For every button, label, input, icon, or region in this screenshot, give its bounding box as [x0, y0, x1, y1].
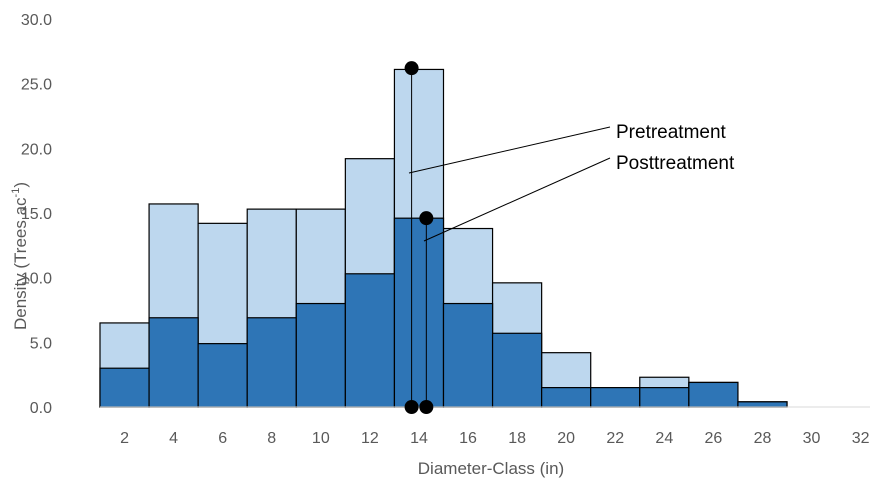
pretreatment-median-leader-line: [408, 126, 611, 174]
pretreatment-median-label: Pretreatment: [616, 122, 727, 143]
pretreatment-median-top-point: [404, 61, 419, 76]
pretreatment-median-base-point: [404, 400, 419, 414]
y-tick-label: 30.0: [21, 12, 52, 29]
x-tick-label: 8: [267, 430, 276, 447]
posttreatment-median-top-point: [419, 211, 434, 226]
posttreatment-bar: [491, 332, 543, 408]
x-tick-label: 26: [704, 430, 722, 447]
posttreatment-bar: [737, 401, 788, 408]
x-tick-label: 30: [803, 430, 821, 447]
x-tick-label: 20: [557, 430, 575, 447]
x-tick-label: 28: [754, 430, 772, 447]
posttreatment-bar: [344, 273, 396, 408]
y-tick-label: 20.0: [21, 141, 52, 158]
x-tick-label: 14: [410, 430, 428, 447]
x-tick-label: 4: [169, 430, 178, 447]
posttreatment-bar: [295, 302, 346, 408]
median-lines: [404, 61, 434, 414]
annotations: Pretreatment Posttreatment: [616, 122, 735, 174]
y-tick-label: 5.0: [30, 335, 52, 352]
posttreatment-median-leader-line: [423, 157, 611, 242]
posttreatment-bars: [99, 217, 788, 408]
y-axis-title-superscript: -1: [10, 188, 22, 198]
y-tick-label: 0.0: [30, 400, 52, 417]
posttreatment-bar: [197, 343, 248, 408]
posttreatment-bar: [393, 217, 445, 408]
x-tick-label: 12: [361, 430, 379, 447]
x-tick-label: 10: [312, 430, 330, 447]
y-tick-label: 15.0: [21, 206, 52, 223]
posttreatment-bar: [442, 302, 494, 408]
posttreatment-bar: [590, 387, 641, 408]
y-tick-label: 25.0: [21, 77, 52, 94]
posttreatment-bar: [541, 387, 592, 408]
x-tick-label: 18: [508, 430, 526, 447]
x-tick-label: 16: [459, 430, 477, 447]
x-tick-labels: 2 4 6 8 10 12 14 16 18 20 22 24 26 28 30 32: [120, 430, 870, 447]
posttreatment-bar: [246, 317, 297, 408]
x-tick-label: 2: [120, 430, 129, 447]
posttreatment-bar: [639, 387, 690, 408]
x-tick-label: 22: [606, 430, 624, 447]
y-tick-label: 10.0: [21, 271, 52, 288]
y-axis-title-close: ): [11, 182, 30, 188]
annotation-leaders: [408, 126, 611, 242]
y-tick-labels: 0.0 5.0 10.0 15.0 20.0 25.0 30.0: [21, 12, 52, 417]
posttreatment-bar: [148, 317, 199, 408]
posttreatment-median-base-point: [419, 400, 434, 414]
y-axis-title-main: Density (Trees ac: [11, 197, 30, 330]
x-tick-label: 24: [655, 430, 673, 447]
x-axis-title: Diameter-Class (in): [418, 459, 564, 478]
x-tick-label: 32: [852, 430, 870, 447]
posttreatment-median-label: Posttreatment: [616, 153, 735, 174]
posttreatment-bar: [688, 381, 739, 408]
posttreatment-bar: [99, 367, 150, 408]
y-axis-title: Density (Trees ac-1): [10, 182, 30, 330]
x-tick-label: 6: [218, 430, 227, 447]
